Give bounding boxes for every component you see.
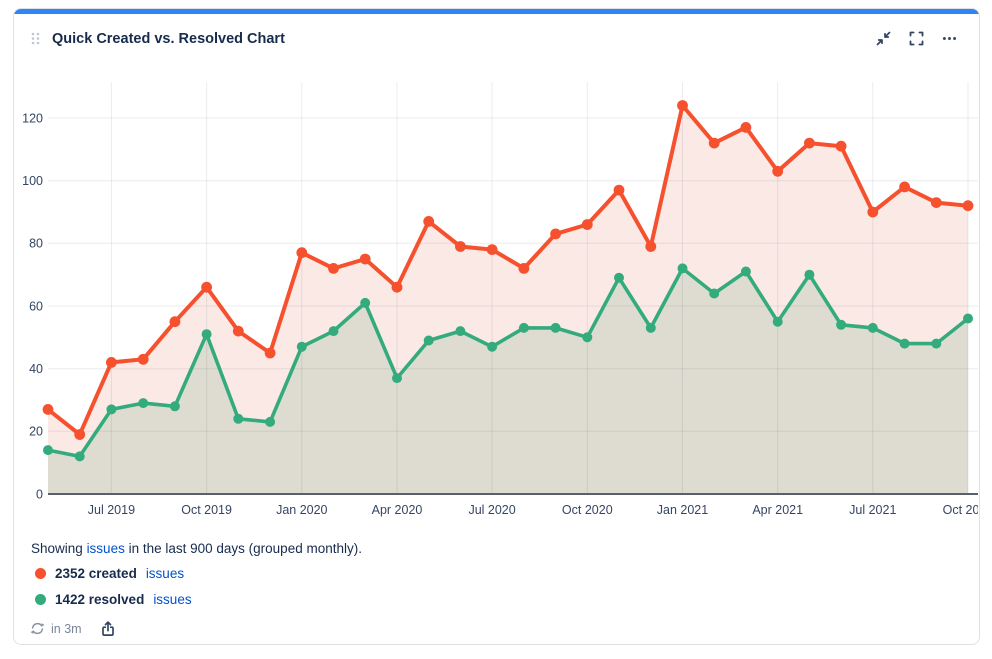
resolved-issues-link[interactable]: issues [153,592,192,607]
refresh-icon [30,622,45,635]
svg-text:20: 20 [29,425,43,439]
chart-caption: Showing issues in the last 900 days (gro… [31,541,979,556]
refresh-button[interactable] [30,621,45,636]
fullscreen-button[interactable] [905,27,928,50]
legend-item-created: 2352 created issues [35,566,979,581]
svg-text:Jan 2020: Jan 2020 [276,503,327,517]
svg-text:40: 40 [29,362,43,376]
ellipsis-icon [942,37,957,40]
caption-issues-link[interactable]: issues [86,541,125,556]
svg-text:Oct 2019: Oct 2019 [181,503,232,517]
svg-text:Jul 2019: Jul 2019 [88,503,135,517]
svg-text:Oct 2021: Oct 2021 [943,503,978,517]
caption-suffix: in the last 900 days (grouped monthly). [128,541,362,556]
collapse-button[interactable] [872,27,895,50]
share-button[interactable] [100,620,116,637]
resolved-count: 1422 resolved [55,592,145,607]
created-issues-link[interactable]: issues [145,566,185,581]
share-export-icon [101,621,114,636]
fullscreen-icon [909,31,924,46]
refresh-countdown: in 3m [51,621,82,636]
drag-dots-icon [31,32,40,45]
more-options-button[interactable] [938,27,961,50]
gadget-card: Quick Created vs. Resolved Chart [13,8,980,645]
chart-canvas: 0 20 40 60 80 100 120 Jul 2019 Oct 2019 Jan 2020 A… [22,82,979,517]
svg-text:Jan 2021: Jan 2021 [657,503,708,517]
svg-text:Apr 2021: Apr 2021 [752,503,803,517]
drag-handle-icon[interactable] [28,29,43,48]
svg-text:100: 100 [22,174,43,188]
svg-text:Jul 2020: Jul 2020 [468,503,515,517]
caption-prefix: Showing [31,541,83,556]
created-series-dot [35,568,46,579]
card-accent-bar [14,9,979,14]
chart-legend: 2352 created issues 1422 resolved issues [35,566,979,607]
svg-text:Oct 2020: Oct 2020 [562,503,613,517]
legend-item-resolved: 1422 resolved issues [35,592,979,607]
collapse-icon [876,31,891,46]
created-count: 2352 created [55,566,137,581]
svg-text:Jul 2021: Jul 2021 [849,503,896,517]
header-actions [872,27,961,50]
resolved-series-dot [35,594,46,605]
card-header: Quick Created vs. Resolved Chart [14,14,979,62]
svg-text:0: 0 [36,487,43,501]
card-title: Quick Created vs. Resolved Chart [52,30,285,47]
svg-text:Apr 2020: Apr 2020 [372,503,423,517]
chart: 0 20 40 60 80 100 120 Jul 2019 Oct 2019 Jan 2020 A… [14,72,979,535]
svg-text:60: 60 [29,299,43,313]
svg-text:120: 120 [22,111,43,125]
svg-text:80: 80 [29,237,43,251]
refresh-row: in 3m [30,620,979,637]
